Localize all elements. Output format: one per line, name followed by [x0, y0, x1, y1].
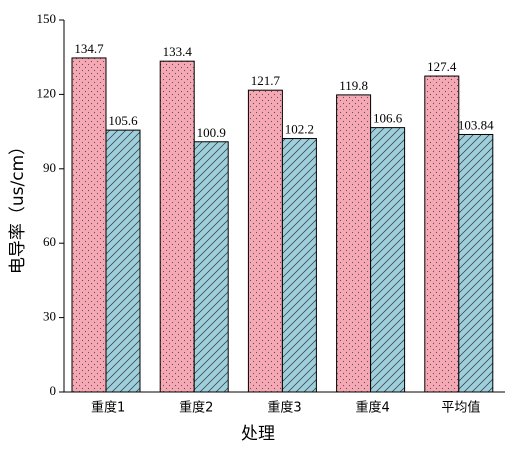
bar: [159, 60, 195, 393]
value-label: 102.2: [285, 122, 314, 137]
x-tick-label: 重度2: [179, 400, 213, 416]
bar: [458, 133, 494, 393]
y-axis-title: 电导率（us/cm）: [8, 138, 28, 274]
bar: [193, 141, 229, 393]
value-label: 103.84: [458, 117, 494, 132]
bar: [71, 57, 107, 393]
y-tick-label: 30: [43, 309, 56, 324]
bar: [247, 89, 283, 393]
x-tick-label: 重度4: [356, 400, 390, 416]
value-label: 127.4: [427, 59, 457, 74]
bar: [105, 129, 141, 393]
value-label: 105.6: [108, 113, 138, 128]
y-tick-label: 0: [50, 383, 57, 398]
x-tick-label: 重度3: [267, 400, 301, 416]
y-tick-label: 150: [37, 11, 57, 26]
bar: [424, 75, 460, 393]
x-axis-title: 处理: [241, 424, 275, 444]
y-tick-label: 60: [43, 234, 56, 249]
value-label: 119.8: [339, 78, 368, 93]
x-tick-label: 重度1: [91, 400, 125, 416]
value-label: 100.9: [197, 125, 226, 140]
bar: [281, 138, 317, 393]
value-label: 133.4: [163, 44, 193, 59]
bar: [336, 94, 372, 393]
bar: [370, 127, 406, 393]
value-label: 121.7: [251, 73, 281, 88]
y-tick-label: 90: [43, 160, 56, 175]
value-label: 106.6: [373, 111, 403, 126]
y-tick-label: 120: [37, 85, 57, 100]
value-label: 134.7: [74, 41, 104, 56]
x-tick-label: 平均值: [441, 400, 480, 416]
